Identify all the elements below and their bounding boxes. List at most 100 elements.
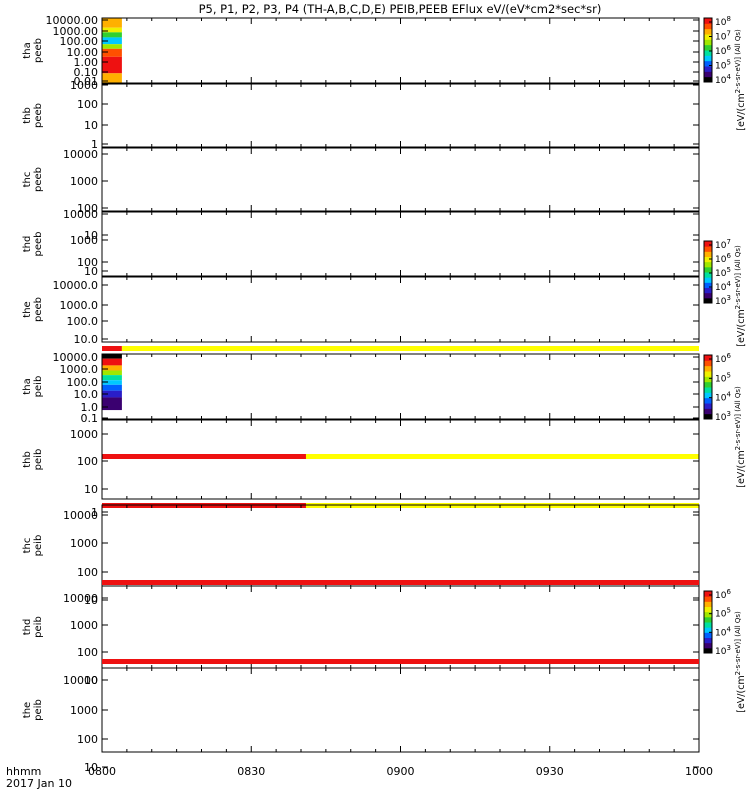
panel-probe-label: thd <box>22 619 33 636</box>
time-axis: hhmm 2017 Jan 10 0800 0830 0900 0930 1000 <box>6 765 713 790</box>
colorbar-tick-label: 105 <box>715 371 731 384</box>
panel-frame <box>101 353 700 420</box>
y-tick-label: 10000 <box>63 509 98 522</box>
colorbar-swatch <box>704 23 712 30</box>
colorbar-tick-label: 105 <box>715 266 731 279</box>
spectrogram-cell <box>102 37 122 45</box>
colorbar-swatch <box>704 18 712 24</box>
panel-frame <box>101 585 700 669</box>
colorbar-swatch <box>704 292 712 299</box>
panel-frame <box>101 276 700 343</box>
spectrogram-cell <box>102 375 122 381</box>
y-tick-label: 1.0 <box>81 401 99 414</box>
panel-thc-peib: 10000 1000 100 10 thc peib <box>22 503 700 607</box>
colorbar-frame <box>703 590 713 654</box>
panel-probe-label: tha <box>22 378 33 394</box>
colorbar-swatch <box>704 55 712 62</box>
colorbar-swatch <box>704 355 712 361</box>
y-tick-label: 10 <box>84 483 98 496</box>
panel-product-label: peib <box>33 616 44 638</box>
panel-product-label: peeb <box>33 297 44 322</box>
y-tick-label: 1000 <box>70 428 98 441</box>
y-tick-label: 100.00 <box>60 35 99 48</box>
colorbar-unit-label: [eV/(cm2-s-sr-eV)] (All Qs) <box>734 245 747 347</box>
spectrogram-cell <box>102 365 122 371</box>
colorbar-tick-label: 103 <box>715 294 731 307</box>
colorbar-frame <box>703 17 713 83</box>
y-tick-label: 1000 <box>70 175 98 188</box>
colorbar-swatch <box>704 397 712 404</box>
colorbar-swatch <box>704 601 712 607</box>
panel-probe-label: thc <box>22 538 33 554</box>
colorbar-tick-label: 106 <box>715 252 731 265</box>
y-tick-label: 1000 <box>70 79 98 92</box>
colorbar-swatch <box>704 413 712 420</box>
panel-the-peib: 10000 1000 100 10 the peib <box>22 659 700 774</box>
y-tick-label: 10000.0 <box>53 351 99 364</box>
colorbar-tick-label: 106 <box>715 352 731 365</box>
colorbar-swatch <box>704 371 712 377</box>
colorbar-swatch <box>704 591 712 597</box>
colorbar-swatch <box>704 256 712 263</box>
time-axis-unit-label: hhmm <box>6 765 41 778</box>
colorbar-tick-label: 107 <box>715 238 731 251</box>
colorbar-swatch <box>704 34 712 40</box>
time-tick-label: 0900 <box>387 765 415 778</box>
spectrogram-cell <box>102 48 122 57</box>
colorbar-tick-label: 104 <box>715 73 731 86</box>
y-tick-label: 10000 <box>63 148 98 161</box>
panel-probe-label: thb <box>22 107 33 124</box>
y-tick-label: 10.00 <box>67 46 99 59</box>
colorbar-tick-label: 106 <box>715 588 731 601</box>
y-tick-label: 1.00 <box>74 56 99 69</box>
colorbar-unit-label: [eV/(cm2-s-sr-eV)] (All Qs) <box>734 386 747 488</box>
colorbar-tick-label: 104 <box>715 391 731 404</box>
colorbar-tick-label: 105 <box>715 607 731 620</box>
colorbar-tick-label: 106 <box>715 44 731 57</box>
panel-probe-label: tha <box>22 42 33 58</box>
y-tick-label: 100 <box>77 455 98 468</box>
colorbar-swatch <box>704 76 712 83</box>
colorbar-swatch <box>704 632 712 638</box>
colorbar-swatch <box>704 277 712 283</box>
spectrogram-cell <box>102 380 122 385</box>
y-tick-label: 1000 <box>70 704 98 717</box>
colorbar-swatch <box>704 616 712 623</box>
spectrogram-cell <box>102 397 122 411</box>
quality-flag-segment <box>102 454 306 459</box>
panel-thc-peeb: 10000 1000 100 10 thc peeb <box>22 147 700 242</box>
y-tick-label: 1000 <box>70 234 98 247</box>
y-tick-label: 1000.00 <box>53 25 99 38</box>
colorbar-swatch <box>704 266 712 273</box>
colorbar-unit-label: [eV/(cm2-s-sr-eV)] (All Qs) <box>734 611 747 713</box>
panel-product-label: peib <box>33 376 44 398</box>
panel-thb-peib: 1000 100 10 1 thb peib <box>22 419 700 519</box>
panel-thd-peib: 10000 1000 100 10 thd peib <box>22 580 700 687</box>
colorbar-swatch <box>704 606 712 613</box>
y-tick-label: 10000.0 <box>53 279 99 292</box>
y-tick-label: 10 <box>84 265 98 278</box>
quality-flag-segment <box>305 454 699 459</box>
colorbar-swatch <box>704 627 712 633</box>
panel-product-label: peib <box>33 449 44 471</box>
spectrogram-cell <box>102 44 122 49</box>
spectrogram-cell <box>102 27 122 33</box>
colorbar-swatch <box>704 381 712 388</box>
panel-frame <box>101 667 700 753</box>
colorbar: 106 105 104 103[eV/(cm2-s-sr-eV)] (All Qs) <box>703 352 747 488</box>
colorbar-tick-label: 104 <box>715 625 731 638</box>
y-tick-label: 100 <box>77 98 98 111</box>
colorbar-swatch <box>704 376 712 383</box>
spectrogram-cell <box>102 56 122 74</box>
panel-frame <box>101 419 700 500</box>
panel-frame <box>101 211 700 277</box>
y-tick-label: 10000 <box>63 674 98 687</box>
panel-probe-label: thd <box>22 236 33 253</box>
colorbar-tick-label: 103 <box>715 410 731 423</box>
y-tick-label: 1 <box>91 506 98 519</box>
panel-frame <box>101 17 700 84</box>
